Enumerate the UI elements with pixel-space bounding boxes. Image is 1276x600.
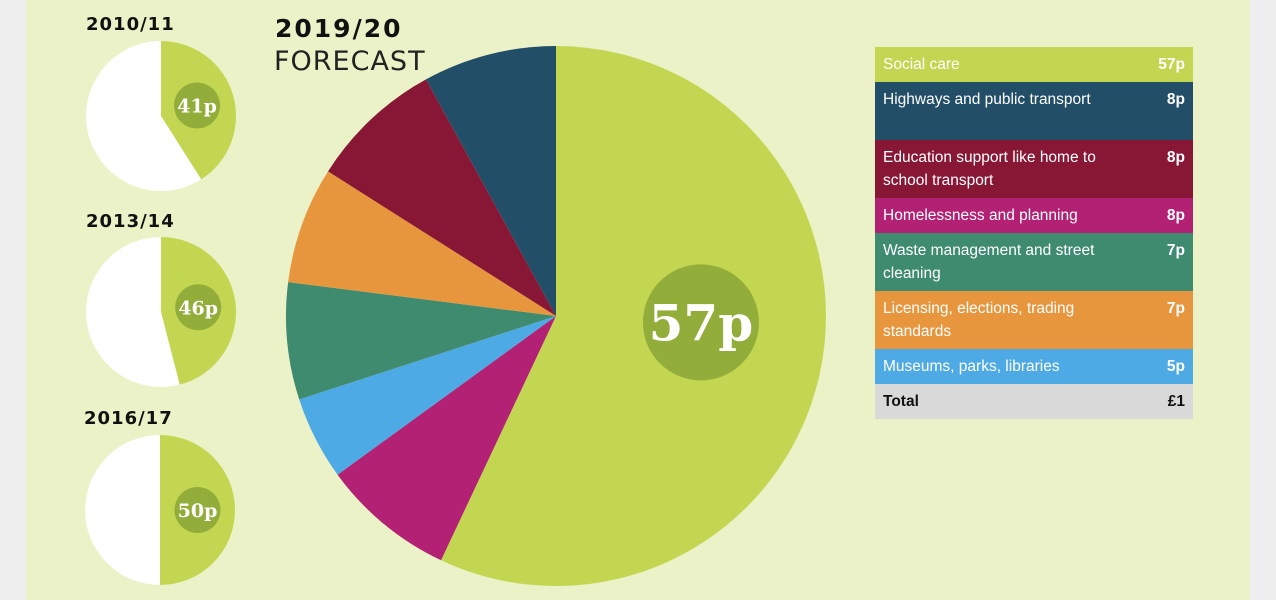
legend-item-label: Museums, parks, libraries bbox=[883, 358, 1060, 375]
small-pie-2-slice-2 bbox=[86, 237, 180, 387]
legend-item: Highways and public transport 8p bbox=[875, 82, 1193, 140]
small-pie-3-slice-2 bbox=[85, 435, 160, 585]
legend-item-label: Highways and public transport bbox=[883, 91, 1091, 108]
legend-item-label: Waste management and street cleaning bbox=[883, 242, 1095, 282]
small-pie-1-slice-2 bbox=[86, 41, 202, 191]
legend-item: Waste management and street cleaning 7p bbox=[875, 233, 1193, 291]
main-pie-slice-3 bbox=[328, 79, 556, 317]
legend-item-value: 8p bbox=[1166, 149, 1185, 166]
legend-item: Homelessness and planning 8p bbox=[875, 198, 1193, 233]
main-pie-slice-2 bbox=[425, 46, 556, 316]
legend-item: Licensing, elections, trading standards 7… bbox=[875, 291, 1193, 349]
chart-canvas: 2010/11 2013/14 2016/17 2019/20 FORECAST… bbox=[26, 0, 1250, 600]
pie-charts: 41p 46p 50p 57p bbox=[85, 41, 827, 586]
legend-item-label: Licensing, elections, trading standards bbox=[883, 300, 1075, 340]
legend-item-value: 7p bbox=[1166, 300, 1185, 317]
small-pie-1-label-badge bbox=[174, 82, 221, 129]
legend-item-value: 7p bbox=[1166, 242, 1185, 259]
chart-legend: Social care 57p Highways and public transp… bbox=[875, 47, 1193, 419]
legend-total-label: Total bbox=[883, 393, 919, 410]
small-pie-1-title: 2010/11 bbox=[86, 14, 175, 35]
main-pie-subtitle: FORECAST bbox=[274, 46, 426, 77]
legend-item: Education support like home to school tr… bbox=[875, 140, 1193, 198]
small-pie-2-label-badge bbox=[175, 284, 222, 331]
small-pie-3-title: 2016/17 bbox=[84, 408, 173, 429]
main-pie-slice-6 bbox=[288, 171, 556, 316]
main-pie-slice-1 bbox=[441, 45, 827, 586]
main-pie-slice-4 bbox=[337, 316, 556, 561]
main-pie-center-label: 57p bbox=[649, 293, 754, 352]
legend-item: Social care 57p bbox=[875, 47, 1193, 82]
small-pie-3-label-badge bbox=[174, 487, 221, 533]
legend-item-value: 57p bbox=[1158, 56, 1185, 73]
main-pie-slice-5 bbox=[285, 282, 556, 400]
main-pie-center-badge bbox=[642, 264, 759, 381]
small-pie-2-title: 2013/14 bbox=[86, 211, 175, 232]
legend-item-value: 8p bbox=[1166, 207, 1185, 224]
small-pie-2-label: 46p bbox=[178, 297, 218, 319]
legend-total-row: Total £1 bbox=[875, 384, 1193, 419]
legend-item: Museums, parks, libraries 5p bbox=[875, 349, 1193, 384]
legend-item-value: 8p bbox=[1166, 91, 1185, 108]
small-pie-1-label: 41p bbox=[177, 96, 217, 118]
legend-item-label: Social care bbox=[883, 56, 960, 73]
legend-item-label: Education support like home to school tr… bbox=[883, 149, 1096, 189]
small-pie-3-label: 50p bbox=[178, 500, 218, 522]
main-pie-title: 2019/20 bbox=[275, 14, 403, 43]
main-pie-slice-7 bbox=[299, 316, 556, 475]
legend-total-value: £1 bbox=[1167, 393, 1185, 410]
legend-item-label: Homelessness and planning bbox=[883, 207, 1078, 224]
legend-item-value: 5p bbox=[1166, 358, 1185, 375]
